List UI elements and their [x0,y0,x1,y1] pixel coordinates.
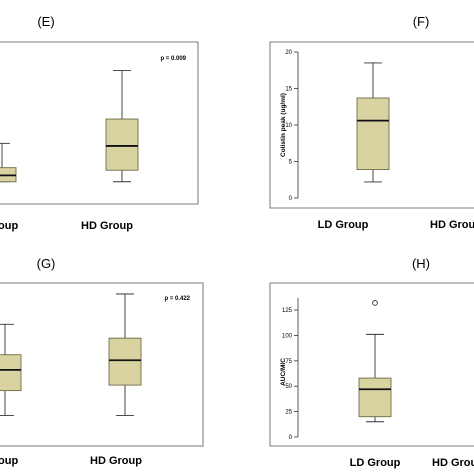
panel-h-tick-label-0: 0 [289,435,293,441]
panel-f-tick-label-2: 10 [285,123,292,129]
panel-e-hd-box [105,118,139,171]
panel-e-x-label-hd: HD Group [81,220,133,232]
panel-f: (F) 0 5 10 15 20 Colistin peak (ug/ml) LD Gr… [269,14,474,231]
panel-f-tick-label-3: 15 [285,87,292,93]
panel-f-x-label-ld: LD Group [318,219,369,231]
panel-h-label: (H) [412,256,430,271]
panel-g: (G) p = 0.422 oup HD Group [0,256,204,467]
panel-e-label: (E) [37,14,54,29]
panel-e-frame [0,41,199,205]
panel-f-y-ticks: 0 5 10 15 20 [285,50,298,202]
panel-e-p-value: p = 0.009 [160,56,186,62]
panel-h-tick-label-1: 25 [285,410,292,416]
panel-g-hd-box [108,337,142,386]
panel-h-tick-label-4: 100 [282,333,293,339]
panel-h-y-ticks: 0 25 50 75 100 125 [282,308,298,441]
panel-f-label: (F) [413,14,430,29]
panel-h-y-title: AUC/MIC [280,358,287,386]
panel-f-boxes [356,62,390,183]
panel-g-x-label-ld: oup [0,455,18,467]
panel-g-frame [0,282,204,447]
panel-h-x-label-ld: LD Group [350,457,401,469]
panel-h-frame [269,282,474,447]
panel-h-tick-label-5: 125 [282,308,293,314]
panel-g-label: (G) [37,256,56,271]
panel-e: (E) p = 0.009 oup HD Group [0,14,199,232]
panel-f-tick-label-1: 5 [289,160,293,166]
panel-f-tick-label-0: 0 [289,196,293,202]
panel-h-ld-outlier-0 [372,300,378,306]
panel-h-tick-label-2: 50 [285,384,292,390]
panel-g-p-value: p = 0.422 [164,296,190,302]
panel-e-x-label-ld: oup [0,220,18,232]
panel-h-ld-box [358,377,392,418]
panel-h-boxes [358,300,392,423]
panel-g-ld-box [0,354,22,392]
panel-f-tick-label-4: 20 [285,50,292,56]
panel-f-x-label-hd: HD Group [430,219,474,231]
panel-e-boxes [0,69,139,183]
panel-g-x-label-hd: HD Group [90,455,142,467]
panel-f-y-title: Colistin peak (ug/ml) [280,93,287,157]
panel-f-ld-box [356,97,390,170]
panel-h: (H) 0 25 50 75 100 125 AUC/MIC LD Group HD Gr… [269,256,474,469]
panel-f-frame [269,41,474,209]
panel-h-x-label-hd: HD Group [432,457,474,469]
panel-h-tick-label-3: 75 [285,359,292,365]
panel-g-boxes [0,293,142,416]
